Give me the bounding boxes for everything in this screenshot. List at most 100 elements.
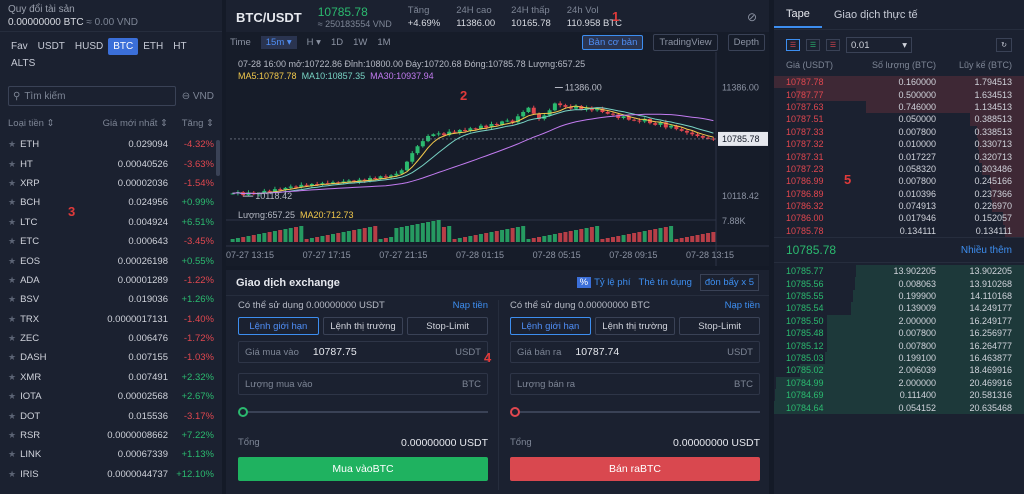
star-icon[interactable]: ★ — [8, 197, 17, 208]
star-icon[interactable]: ★ — [8, 294, 17, 305]
ask-row[interactable]: 10787.51 0.050000 0.388513 — [774, 113, 1024, 126]
star-icon[interactable]: ★ — [8, 449, 17, 460]
ask-row[interactable]: 10787.32 0.010000 0.330713 — [774, 137, 1024, 151]
col-coin[interactable]: Loại tiền ⇕ — [8, 118, 55, 129]
bid-row[interactable]: 10785.48 0.007800 16.256977 — [774, 327, 1024, 340]
col-change[interactable]: Tăng ⇕ — [181, 118, 214, 129]
market-tab-alts[interactable]: ALTS — [11, 58, 36, 69]
coin-row[interactable]: ★ ADA 0.00001289 -1.22% — [0, 271, 222, 290]
market-tab-husd[interactable]: HUSD — [74, 41, 104, 52]
ask-row[interactable]: 10787.33 0.007800 0.338513 — [774, 125, 1024, 138]
book-both-icon[interactable]: ☰ — [786, 39, 800, 51]
coin-row[interactable]: ★ LTC 0.004924 +6.51% — [0, 213, 222, 232]
market-tab-btc[interactable]: BTC — [108, 38, 139, 55]
bid-row[interactable]: 10784.64 0.054152 20.635468 — [774, 401, 1024, 414]
tab-real-trades[interactable]: Giao dịch thực tế — [833, 8, 918, 21]
pair-title[interactable]: BTC/USDT — [236, 10, 302, 25]
book-bids-icon[interactable]: ☰ — [806, 39, 820, 51]
star-icon[interactable]: ★ — [8, 313, 17, 324]
bid-row[interactable]: 10785.56 0.008063 13.910268 — [774, 277, 1024, 290]
more-link[interactable]: Nhiều thêm — [960, 244, 1012, 256]
sell-price-input[interactable]: Giá bán ra 10787.74 USDT — [510, 341, 760, 363]
coin-row[interactable]: ★ DASH 0.007155 -1.03% — [0, 348, 222, 367]
coin-row[interactable]: ★ TRX 0.0000017131 -1.40% — [0, 310, 222, 329]
ask-row[interactable]: 10786.32 0.074913 0.226970 — [774, 199, 1024, 213]
buy-market-tab[interactable]: Lệnh thị trường — [322, 317, 404, 335]
ask-row[interactable]: 10787.31 0.017227 0.320713 — [774, 150, 1024, 163]
coin-row[interactable]: ★ BCH 0.024956 +0.99% — [0, 193, 222, 212]
book-asks-icon[interactable]: ☰ — [826, 39, 840, 51]
coin-row[interactable]: ★ HT 0.00040526 -3.63% — [0, 154, 222, 173]
coin-list-scrollbar[interactable] — [216, 140, 220, 176]
coin-row[interactable]: ★ RSR 0.0000008662 +7.22% — [0, 426, 222, 445]
star-icon[interactable]: ★ — [8, 139, 17, 150]
coin-row[interactable]: ★ EOS 0.00026198 +0.55% — [0, 251, 222, 270]
buy-button[interactable]: Mua vàoBTC — [238, 457, 488, 481]
sell-button[interactable]: Bán raBTC — [510, 457, 760, 481]
star-icon[interactable]: ★ — [8, 468, 17, 479]
star-icon[interactable]: ★ — [8, 158, 17, 169]
sell-market-tab[interactable]: Lệnh thị trường — [594, 317, 676, 335]
view-basic-button[interactable]: Bản cơ bản — [582, 34, 644, 50]
ask-row[interactable]: 10785.78 0.134111 0.134111 — [774, 224, 1024, 238]
sell-deposit-link[interactable]: Nạp tiền — [724, 300, 760, 311]
star-icon[interactable]: ★ — [8, 216, 17, 227]
interval-select[interactable]: 15m ▾ — [260, 35, 297, 49]
star-icon[interactable]: ★ — [8, 255, 17, 266]
coin-row[interactable]: ★ ETC 0.000643 -3.45% — [0, 232, 222, 251]
credit-link[interactable]: Thẻ tín dụng — [638, 277, 692, 288]
coin-row[interactable]: ★ ZEC 0.006476 -1.72% — [0, 329, 222, 348]
star-icon[interactable]: ★ — [8, 177, 17, 188]
coin-row[interactable]: ★ XMR 0.007491 +2.32% — [0, 368, 222, 387]
market-tab-ht[interactable]: HT — [173, 41, 187, 52]
coin-row[interactable]: ★ LINK 0.00067339 +1.13% — [0, 445, 222, 464]
buy-slider[interactable] — [238, 407, 488, 417]
market-tab-fav[interactable]: Fav — [11, 41, 28, 52]
coin-row[interactable]: ★ IRIS 0.0000044737 +12.10% — [0, 465, 222, 484]
sell-amount-input[interactable]: Lượng bán ra BTC — [510, 373, 760, 395]
interval-1d[interactable]: 1D — [330, 36, 344, 48]
buy-slider-knob[interactable] — [238, 407, 248, 417]
star-icon[interactable]: ★ — [8, 333, 17, 344]
market-tab-eth[interactable]: ETH — [143, 41, 164, 52]
bid-row[interactable]: 10784.99 2.000000 20.469916 — [774, 376, 1024, 389]
interval-1w[interactable]: 1W — [353, 36, 368, 48]
bid-row[interactable]: 10784.69 0.111400 20.581316 — [774, 388, 1024, 402]
coin-row[interactable]: ★ DOT 0.015536 -3.17% — [0, 406, 222, 425]
star-icon[interactable]: ★ — [8, 371, 17, 382]
star-icon[interactable]: ★ — [8, 410, 17, 421]
buy-stoplimit-tab[interactable]: Stop-Limit — [407, 317, 489, 335]
ask-row[interactable]: 10786.89 0.010396 0.237366 — [774, 187, 1024, 200]
sell-limit-tab[interactable]: Lệnh giới hạn — [510, 317, 591, 335]
ask-row[interactable]: 10786.00 0.017946 0.152057 — [774, 212, 1024, 225]
coin-row[interactable]: ★ XRP 0.00002036 -1.54% — [0, 174, 222, 193]
leverage-button[interactable]: đòn bẩy x 5 — [699, 274, 759, 291]
sell-stoplimit-tab[interactable]: Stop-Limit — [679, 317, 761, 335]
view-depth-button[interactable]: Depth — [727, 33, 765, 51]
coin-row[interactable]: ★ ETH 0.029094 -4.32% — [0, 135, 222, 154]
tab-tape[interactable]: Tape — [774, 8, 822, 28]
star-icon[interactable]: ★ — [8, 352, 17, 363]
coin-row[interactable]: ★ BSV 0.019036 +1.26% — [0, 290, 222, 309]
swap-icon[interactable]: ↻ — [996, 38, 1012, 52]
bid-row[interactable]: 10785.77 13.902205 13.902205 — [774, 265, 1024, 278]
candlestick-svg[interactable]: 11386.00 10118.42 10785.78 7.88K 11386.00 101… — [226, 52, 769, 266]
star-icon[interactable]: ★ — [8, 236, 17, 247]
col-price[interactable]: Giá mới nhất ⇕ — [102, 118, 168, 129]
ask-row[interactable]: 10787.63 0.746000 1.134513 — [774, 100, 1024, 114]
ask-row[interactable]: 10787.23 0.058320 0.303486 — [774, 162, 1024, 176]
bid-row[interactable]: 10785.55 0.199900 14.110168 — [774, 289, 1024, 303]
sell-slider-knob[interactable] — [510, 407, 520, 417]
ask-row[interactable]: 10787.78 0.160000 1.794513 — [774, 76, 1024, 89]
search-input[interactable]: ⚲ Tìm kiếm — [8, 86, 176, 106]
interval-h[interactable]: H ▾ — [306, 36, 321, 48]
bid-row[interactable]: 10785.54 0.139009 14.249177 — [774, 302, 1024, 315]
interval-1m[interactable]: 1M — [377, 36, 391, 48]
sell-slider[interactable] — [510, 407, 760, 417]
hide-eye-icon[interactable]: ⊘ — [746, 10, 757, 24]
ask-row[interactable]: 10786.99 0.007800 0.245166 — [774, 175, 1024, 188]
buy-limit-tab[interactable]: Lệnh giới hạn — [238, 317, 319, 335]
precision-select[interactable]: 0.01 ▾ — [846, 37, 912, 53]
star-icon[interactable]: ★ — [8, 274, 17, 285]
bid-row[interactable]: 10785.03 0.199100 16.463877 — [774, 351, 1024, 365]
